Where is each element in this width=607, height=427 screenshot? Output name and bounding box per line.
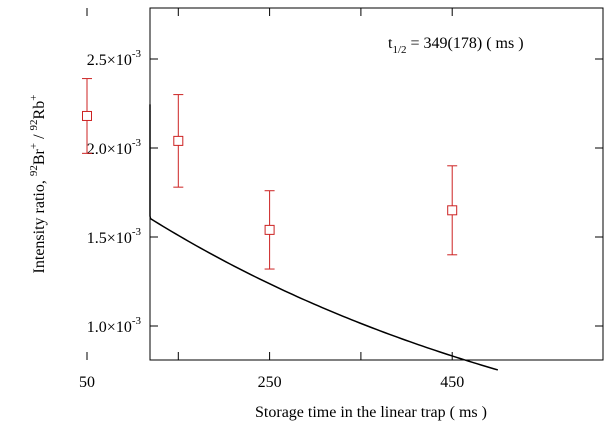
y-tick-mantissa: 1.5×10 [87,230,132,247]
data-point [82,78,92,154]
point-marker [173,135,184,146]
point-marker [82,110,92,121]
y-ticks: 1.0×10-31.5×10-32.0×10-32.5×10-3 [87,48,603,336]
y-tick-label: 2.5×10-3 [87,48,142,69]
y-tick-label: 2.0×10-3 [87,137,142,158]
y-axis-label: Intensity ratio, 92Br+ / 92Rb+ [28,95,48,274]
fit-curve [149,104,499,371]
y-tick-exponent: -3 [132,226,142,238]
y-label-sep: / [31,130,48,142]
y-tick-exponent: -3 [132,137,142,149]
y-label-num-mass: 92 [28,165,40,176]
data-point [447,165,458,256]
y-label-den-mass: 92 [28,119,40,130]
point-marker [447,205,458,216]
y-tick-mantissa: 2.5×10 [87,52,132,69]
x-tick-label: 50 [79,374,95,391]
y-tick-label: 1.0×10-3 [87,315,142,336]
y-tick-mantissa: 1.0×10 [87,319,132,336]
y-label-den-charge: + [28,95,40,101]
annotation-t: t [388,35,393,52]
x-tick-label: 250 [258,374,282,391]
x-axis-label: Storage time in the linear trap ( ms ) [255,404,487,421]
y-label-den-elem: Rb [31,101,48,120]
fit-layer [149,104,499,371]
y-label-num-charge: + [28,143,40,149]
y-label-num-elem: Br [31,148,48,165]
data-point [264,190,275,270]
y-label-prefix: Intensity ratio, [31,176,48,273]
data-point [173,94,184,188]
annotation-t-sub: 1/2 [392,44,406,56]
annotation-value: = 349(178) ( ms ) [407,35,524,52]
y-tick-exponent: -3 [132,315,142,327]
points-layer [82,78,458,270]
point-marker [264,224,275,235]
x-ticks: 50 250 450 [79,8,464,391]
annotation-text: t1/2 = 349(178) ( ms ) [388,35,524,56]
plot-frame [149,7,604,361]
y-tick-label: 1.5×10-3 [87,226,142,247]
x-tick-label: 450 [440,374,464,391]
y-tick-mantissa: 2.0×10 [87,141,132,158]
y-tick-exponent: -3 [132,48,142,60]
